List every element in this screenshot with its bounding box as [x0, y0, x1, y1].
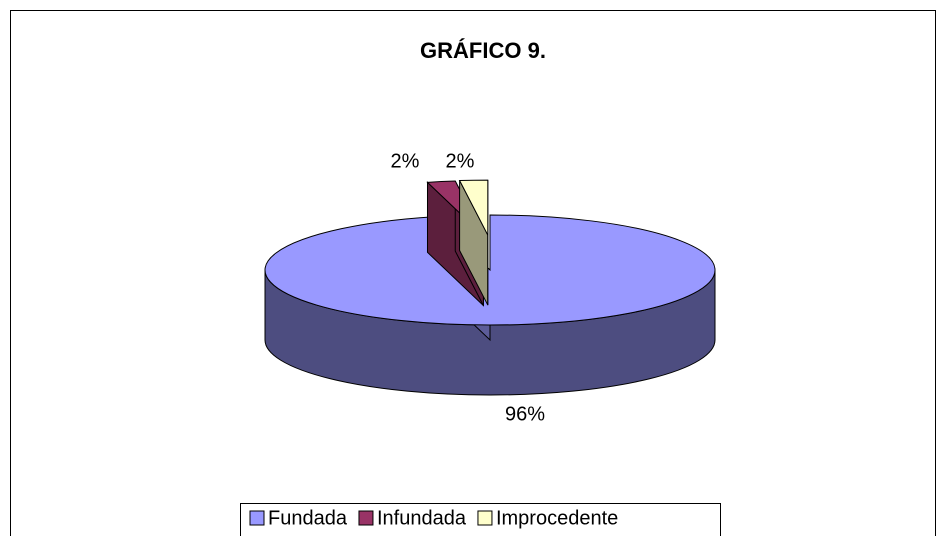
legend-label: Infundada: [377, 507, 467, 529]
legend-swatch: [358, 510, 374, 526]
legend-label: Fundada: [268, 507, 348, 529]
slice: [264, 214, 716, 326]
data-label: 2%: [446, 150, 475, 172]
slice: [458, 179, 489, 236]
legend-swatch: [249, 510, 265, 526]
chart-title: GRÁFICO 9.: [420, 38, 546, 63]
data-label: 96%: [505, 403, 545, 425]
legend-label: Improcedente: [496, 507, 618, 529]
legend-swatch: [477, 510, 493, 526]
data-label: 2%: [391, 150, 420, 172]
